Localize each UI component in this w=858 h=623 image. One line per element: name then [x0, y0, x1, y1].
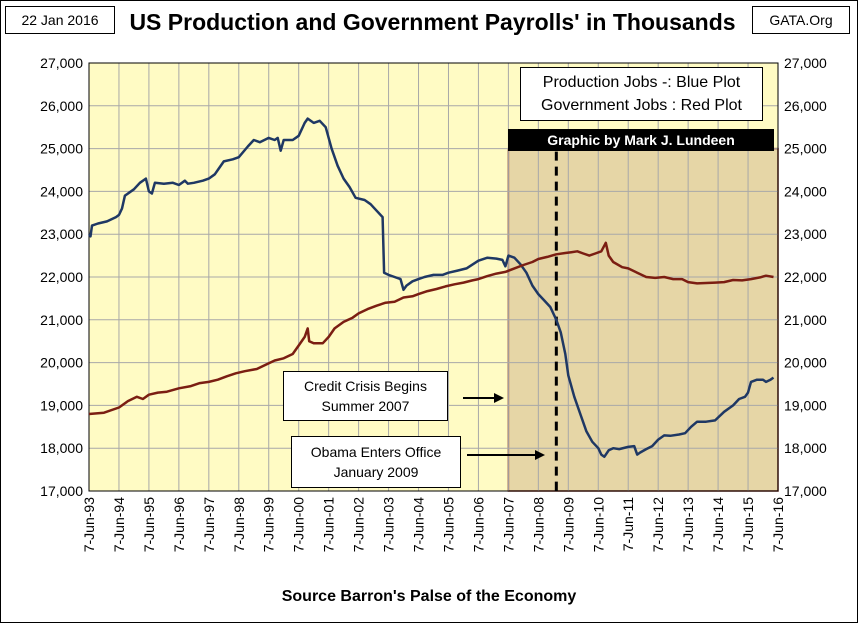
x-axis: 7-Jun-93 7-Jun-94 7-Jun-95 7-Jun-96 7-Jun-97…	[81, 497, 786, 552]
x-tick-label: 7-Jun-97	[201, 497, 217, 552]
x-tick-label: 7-Jun-14	[710, 497, 726, 552]
y-tick-label-left: 19,000	[40, 397, 83, 413]
x-tick-label: 7-Jun-16	[770, 497, 786, 552]
y-tick-label-right: 21,000	[784, 312, 827, 328]
x-tick-label: 7-Jun-06	[470, 497, 486, 552]
credit-crisis-annotation: Credit Crisis Begins Summer 2007	[283, 371, 448, 421]
credit-crisis-line2: Summer 2007	[321, 398, 410, 414]
x-tick-label: 7-Jun-94	[111, 497, 127, 552]
x-tick-label: 7-Jun-10	[590, 497, 606, 552]
credit-crisis-line1: Credit Crisis Begins	[304, 378, 427, 394]
series-group	[87, 117, 775, 459]
legend-production: Production Jobs -: Blue Plot	[542, 74, 741, 91]
x-tick-label: 7-Jun-05	[440, 497, 456, 552]
government-jobs-line	[88, 241, 774, 416]
y-tick-label-left: 23,000	[40, 226, 83, 242]
x-tick-label: 7-Jun-13	[680, 497, 696, 552]
y-tick-label-right: 27,000	[784, 55, 827, 71]
x-tick-label: 7-Jun-96	[171, 497, 187, 552]
x-tick-label: 7-Jun-11	[620, 497, 636, 551]
x-tick-label: 7-Jun-95	[141, 497, 157, 552]
y-tick-label-right: 18,000	[784, 440, 827, 456]
y-tick-label-left: 27,000	[40, 55, 83, 71]
x-tick-label: 7-Jun-00	[291, 497, 307, 552]
y-tick-label-right: 17,000	[784, 483, 827, 499]
left-y-axis: 17,000 18,000 19,000 20,000 21,000 22,000 23,0…	[40, 55, 83, 499]
horizontal-gridlines	[89, 105, 778, 449]
production-jobs-line	[87, 117, 775, 459]
obama-arrowhead	[535, 450, 545, 460]
y-tick-label-left: 26,000	[40, 98, 83, 114]
x-tick-label: 7-Jun-01	[321, 497, 337, 552]
obama-line2: January 2009	[333, 464, 419, 480]
y-tick-label-right: 25,000	[784, 141, 827, 157]
x-tick-label: 7-Jun-12	[650, 497, 666, 552]
annotation-arrows	[463, 393, 545, 460]
x-tick-label: 7-Jun-07	[500, 497, 516, 552]
obama-line1: Obama Enters Office	[310, 444, 442, 460]
date-label: 22 Jan 2016	[5, 6, 115, 34]
legend-government: Government Jobs : Red Plot	[541, 97, 742, 114]
x-tick-label: 7-Jun-03	[381, 497, 397, 552]
x-tick-label: 7-Jun-99	[261, 497, 277, 552]
x-tick-label: 7-Jun-08	[530, 497, 546, 552]
site-label: GATA.Org	[752, 6, 850, 34]
right-y-axis: 17,000 18,000 19,000 20,000 21,000 22,000 23,0…	[784, 55, 827, 499]
y-tick-label-left: 25,000	[40, 141, 83, 157]
y-tick-label-left: 22,000	[40, 269, 83, 285]
y-tick-label-right: 22,000	[784, 269, 827, 285]
x-tick-label: 7-Jun-98	[231, 497, 247, 552]
y-tick-label-right: 24,000	[784, 183, 827, 199]
x-tick-label: 7-Jun-09	[560, 497, 576, 552]
x-axis-label: Source Barron's Palse of the Economy	[281, 588, 577, 605]
graphic-credit-label: Graphic by Mark J. Lundeen	[508, 129, 774, 151]
y-tick-label-left: 18,000	[40, 440, 83, 456]
plot-border	[88, 62, 779, 492]
x-tick-label: 7-Jun-02	[351, 497, 367, 552]
chart-title: US Production and Government Payrolls' i…	[129, 9, 736, 35]
x-tick-label: 7-Jun-04	[411, 497, 427, 552]
y-tick-label-right: 23,000	[784, 226, 827, 242]
y-tick-label-left: 20,000	[40, 355, 83, 371]
y-tick-label-left: 24,000	[40, 183, 83, 199]
obama-annotation: Obama Enters Office January 2009	[291, 436, 461, 488]
y-tick-label-right: 26,000	[784, 98, 827, 114]
y-tick-label-right: 20,000	[784, 355, 827, 371]
credit-crisis-arrowhead	[494, 393, 504, 403]
legend-box: Production Jobs -: Blue Plot Government …	[520, 67, 763, 121]
y-tick-label-left: 21,000	[40, 312, 83, 328]
x-tick-label: 7-Jun-93	[81, 497, 97, 552]
y-tick-label-left: 17,000	[40, 483, 83, 499]
y-tick-label-right: 19,000	[784, 397, 827, 413]
x-tick-label: 7-Jun-15	[740, 497, 756, 552]
